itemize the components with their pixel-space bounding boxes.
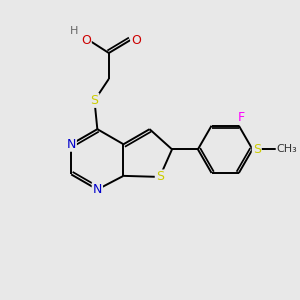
Text: S: S bbox=[91, 94, 98, 107]
Text: N: N bbox=[93, 183, 102, 196]
Text: O: O bbox=[131, 34, 141, 46]
Text: CH₃: CH₃ bbox=[277, 144, 297, 154]
Text: S: S bbox=[156, 170, 164, 183]
Text: F: F bbox=[238, 111, 245, 124]
Text: O: O bbox=[81, 34, 91, 46]
Text: S: S bbox=[253, 143, 261, 156]
Text: N: N bbox=[67, 138, 76, 151]
Text: H: H bbox=[70, 26, 79, 37]
